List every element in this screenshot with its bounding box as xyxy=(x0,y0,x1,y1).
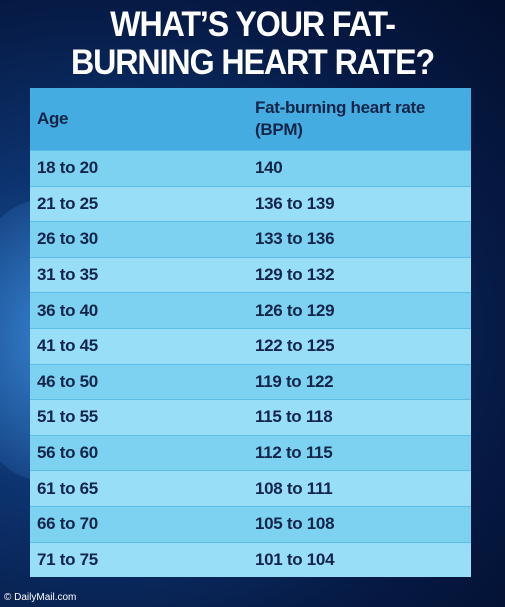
bpm-cell: 115 to 118 xyxy=(248,399,471,436)
bpm-cell: 140 xyxy=(248,150,471,187)
table-row: 56 to 60 112 to 115 xyxy=(30,434,471,471)
table-row: 21 to 25 136 to 139 xyxy=(30,185,471,222)
header-cell: Fat-burning heart rate (BPM) xyxy=(248,88,471,151)
age-cell: 18 to 20 xyxy=(30,150,248,187)
table-row: 46 to 50 119 to 122 xyxy=(30,363,471,400)
bpm-cell: 108 to 111 xyxy=(248,470,471,507)
bpm-cell: 133 to 136 xyxy=(248,221,471,258)
age-cell: 51 to 55 xyxy=(30,399,248,436)
table-row: 71 to 75 101 to 104 xyxy=(30,541,471,578)
table-row: 51 to 55 115 to 118 xyxy=(30,399,471,436)
title: WHAT’S YOUR FAT- BURNING HEART RATE? xyxy=(20,6,485,82)
title-line: WHAT’S YOUR FAT- xyxy=(110,5,396,44)
table-row: 36 to 40 126 to 129 xyxy=(30,292,471,329)
age-cell: 41 to 45 xyxy=(30,327,248,365)
table-row: 26 to 30 133 to 136 xyxy=(30,221,471,258)
bpm-cell: 101 to 104 xyxy=(248,541,471,578)
table-header: Age Fat-burning heart rate (BPM) xyxy=(30,88,471,151)
table-row: 31 to 35 129 to 132 xyxy=(30,256,471,293)
header-cell: Age xyxy=(30,88,248,151)
bpm-cell: 136 to 139 xyxy=(248,185,471,222)
age-cell: 61 to 65 xyxy=(30,470,248,507)
bpm-cell: 112 to 115 xyxy=(248,434,471,471)
age-cell: 26 to 30 xyxy=(30,221,248,258)
age-cell: 21 to 25 xyxy=(30,185,248,222)
table-row: 61 to 65 108 to 111 xyxy=(30,470,471,507)
source-credit: © DailyMail.com xyxy=(4,592,77,603)
table-row: 18 to 20 140 xyxy=(30,150,471,187)
table-row: 41 to 45 122 to 125 xyxy=(30,327,471,365)
table-body: 18 to 20 140 21 to 25 136 to 139 26 to 30 133… xyxy=(30,150,471,578)
bpm-cell: 129 to 132 xyxy=(248,256,471,293)
age-cell: 36 to 40 xyxy=(30,292,248,329)
bpm-cell: 105 to 108 xyxy=(248,505,471,543)
age-cell: 46 to 50 xyxy=(30,363,248,400)
age-cell: 56 to 60 xyxy=(30,434,248,471)
bpm-cell: 119 to 122 xyxy=(248,363,471,400)
age-cell: 31 to 35 xyxy=(30,256,248,293)
title-line: BURNING HEART RATE? xyxy=(70,43,435,82)
heart-rate-table: Age Fat-burning heart rate (BPM) 18 to 2… xyxy=(30,88,471,578)
bpm-cell: 126 to 129 xyxy=(248,292,471,329)
age-cell: 66 to 70 xyxy=(30,505,248,543)
bpm-cell: 122 to 125 xyxy=(248,327,471,365)
table-row: 66 to 70 105 to 108 xyxy=(30,505,471,543)
header-row: Age Fat-burning heart rate (BPM) xyxy=(30,88,471,151)
age-cell: 71 to 75 xyxy=(30,541,248,578)
